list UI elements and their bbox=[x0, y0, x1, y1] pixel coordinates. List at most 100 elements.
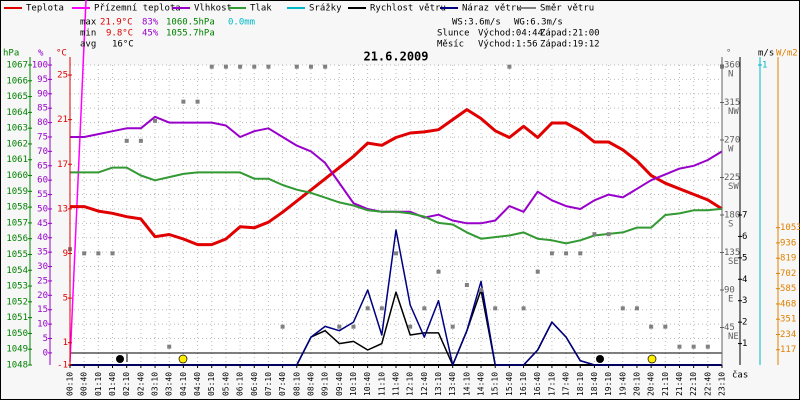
chart-title: 21.6.2009 bbox=[363, 50, 428, 64]
tick-label: 1060 bbox=[6, 171, 28, 181]
tick-label: 60 bbox=[37, 176, 48, 186]
direction-marker bbox=[464, 283, 469, 287]
tick-label: 234 bbox=[780, 330, 796, 340]
tick-label: 90 bbox=[724, 286, 735, 296]
x-tick-label: 07:40 bbox=[278, 372, 287, 396]
legend-label: Rychlost větru bbox=[370, 4, 446, 14]
tick-label: 1064 bbox=[6, 108, 28, 118]
tick-label: 225 bbox=[724, 173, 740, 183]
tick-label: 0 bbox=[43, 348, 48, 358]
direction-marker bbox=[507, 64, 512, 69]
x-tick-label: 18:10 bbox=[576, 372, 585, 396]
ground-temp-spike bbox=[69, 0, 87, 363]
tick-label: 351 bbox=[780, 315, 796, 325]
x-tick-label: 06:40 bbox=[250, 372, 259, 396]
moon-set: Západ:19:12 bbox=[540, 40, 600, 50]
direction-marker bbox=[379, 306, 384, 311]
tick-label: 15 bbox=[37, 305, 48, 315]
x-tick-label: 05:40 bbox=[221, 372, 230, 396]
x-tick-label: 16:10 bbox=[519, 372, 528, 396]
x-tick-label: 07:10 bbox=[264, 372, 273, 396]
stat-temp: 16°C bbox=[112, 40, 134, 50]
sun-set: Západ:21:00 bbox=[540, 29, 600, 39]
x-tick-label: 14:10 bbox=[462, 372, 471, 396]
tick-label: 45 bbox=[37, 219, 48, 229]
series-line bbox=[70, 166, 723, 245]
axis-title: % bbox=[38, 49, 44, 59]
tick-label: 1055 bbox=[6, 250, 28, 260]
tick-name: W bbox=[728, 145, 734, 155]
grid bbox=[69, 64, 723, 365]
tick-label: 1 bbox=[63, 338, 68, 348]
direction-marker bbox=[252, 64, 257, 69]
tick-label: 1063 bbox=[6, 124, 28, 134]
wind-gust: WG:6.3m/s bbox=[514, 18, 563, 28]
x-tick-label: 15:40 bbox=[505, 372, 514, 396]
tick-label: 75 bbox=[37, 132, 48, 142]
direction-marker bbox=[394, 251, 398, 256]
tick-label: 13 bbox=[57, 204, 68, 214]
direction-marker bbox=[294, 64, 299, 69]
stat-press: 1060.5hPa bbox=[166, 18, 215, 28]
tick-label: 468 bbox=[780, 299, 796, 309]
axis-title: m/s bbox=[758, 49, 774, 59]
direction-marker bbox=[408, 324, 413, 329]
x-tick-label: 19:10 bbox=[604, 372, 613, 396]
tick-name: NE bbox=[728, 332, 739, 342]
x-tick-label: 09:10 bbox=[321, 372, 330, 396]
x-tick-label: 05:10 bbox=[207, 372, 216, 396]
direction-marker bbox=[634, 306, 639, 311]
tick-label: 135 bbox=[724, 248, 740, 258]
tick-label: 25 bbox=[37, 276, 48, 286]
direction-marker bbox=[606, 232, 611, 237]
tick-label: 1054 bbox=[6, 266, 28, 276]
x-tick-label: 21:40 bbox=[675, 372, 684, 396]
direction-marker bbox=[535, 269, 540, 274]
tick-label: 35 bbox=[37, 248, 48, 258]
stat-hum: 45% bbox=[142, 29, 159, 39]
x-tick-label: 01:40 bbox=[108, 372, 117, 396]
x-tick-label: 22:10 bbox=[689, 372, 698, 396]
tick-name: N bbox=[728, 70, 733, 80]
x-tick-label: 08:40 bbox=[306, 372, 315, 396]
legend: Teplota Přízemní teplota Vlhkost Tlak Srážky… bbox=[4, 4, 594, 14]
x-tick-label: 13:10 bbox=[434, 372, 443, 396]
x-tick-label: 03:40 bbox=[165, 372, 174, 396]
tick-label: 702 bbox=[780, 269, 796, 279]
tick-label: 3 bbox=[742, 296, 747, 306]
x-tick-label: 15:10 bbox=[491, 372, 500, 396]
tick-label: 25 bbox=[57, 71, 68, 81]
tick-label: 1059 bbox=[6, 187, 28, 197]
tick-label: 1066 bbox=[6, 76, 28, 86]
direction-marker bbox=[308, 64, 313, 69]
legend-label: Náraz větru bbox=[462, 4, 522, 14]
x-axis-label: čas bbox=[732, 370, 748, 381]
axis-title: °C bbox=[56, 49, 67, 59]
direction-marker bbox=[564, 251, 569, 256]
stat-label: avg bbox=[80, 40, 96, 50]
stat-label: max bbox=[80, 18, 97, 28]
sun-label: Slunce bbox=[437, 29, 470, 39]
tick-label: 270 bbox=[724, 136, 740, 146]
x-tick-label: 09:40 bbox=[335, 372, 344, 396]
plot-area bbox=[70, 65, 722, 365]
tick-label: -1 bbox=[57, 361, 68, 371]
sun-rise-icon bbox=[178, 354, 188, 364]
sun-rise: Východ:04:44 bbox=[478, 29, 543, 39]
tick-label: 30 bbox=[37, 262, 48, 272]
tick-label: 90 bbox=[37, 89, 48, 99]
direction-marker bbox=[181, 99, 186, 104]
stat-temp: 9.8°C bbox=[106, 29, 133, 39]
direction-marker bbox=[663, 324, 668, 329]
series-line bbox=[70, 229, 722, 366]
tick-label: 6 bbox=[742, 232, 747, 242]
tick-label: 80 bbox=[37, 118, 48, 128]
moon-rise-icon bbox=[116, 355, 124, 363]
direction-marker bbox=[337, 324, 342, 329]
direction-marker bbox=[521, 306, 526, 311]
direction-marker bbox=[323, 64, 328, 69]
x-tick-label: 22:40 bbox=[703, 372, 712, 396]
direction-marker bbox=[110, 251, 115, 256]
tick-label: 70 bbox=[37, 147, 48, 157]
